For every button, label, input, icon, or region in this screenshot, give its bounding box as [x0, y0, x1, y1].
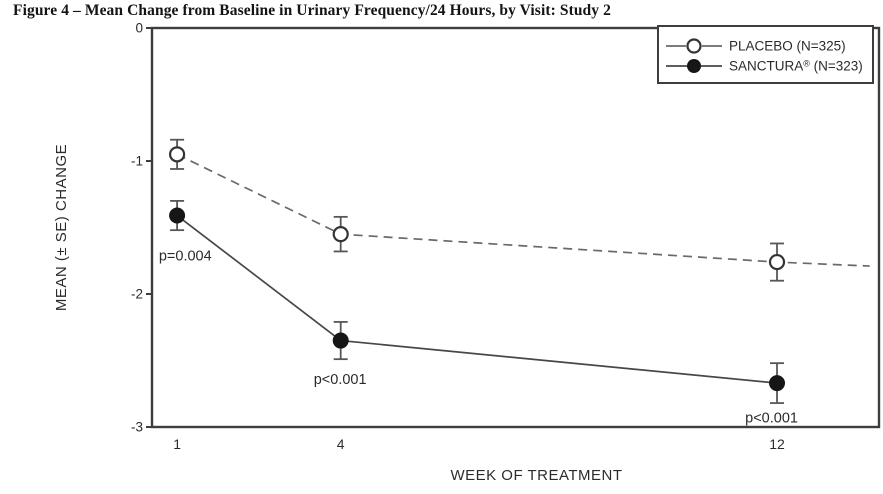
y-tick-label: 0	[135, 21, 143, 36]
sanctura-marker-week-12	[769, 375, 786, 392]
figure-title: Figure 4 – Mean Change from Baseline in …	[13, 2, 611, 19]
p-value-annotation: p<0.001	[745, 411, 798, 427]
y-tick-label: -3	[131, 420, 143, 435]
legend-placebo-marker	[686, 38, 702, 54]
sanctura-marker-week-4	[332, 332, 349, 349]
y-tick-label: -2	[131, 287, 143, 302]
plot-frame	[150, 26, 881, 429]
placebo-line	[176, 153, 870, 267]
x-tick-label: 12	[769, 436, 785, 452]
sanctura-marker-week-1	[169, 207, 186, 224]
p-value-annotation: p=0.004	[159, 248, 212, 264]
y-tick-label: -1	[131, 154, 143, 169]
placebo-marker-week-1	[168, 146, 186, 163]
placebo-marker-week-4	[332, 226, 349, 243]
p-value-annotation: p<0.001	[314, 372, 367, 388]
x-tick-label: 4	[337, 436, 345, 452]
x-tick-label: 1	[173, 436, 181, 452]
sanctura-line	[176, 214, 778, 384]
y-axis-title: MEAN (± SE) CHANGE	[53, 144, 70, 311]
legend-box	[657, 25, 874, 84]
legend-label-sanctura: SANCTURA® (N=323)	[729, 59, 863, 74]
legend-label-placebo: PLACEBO (N=325)	[729, 39, 846, 54]
placebo-marker-week-12	[768, 253, 786, 271]
legend-sanctura-marker	[687, 59, 701, 73]
x-axis-title: WEEK OF TREATMENT	[450, 467, 622, 484]
